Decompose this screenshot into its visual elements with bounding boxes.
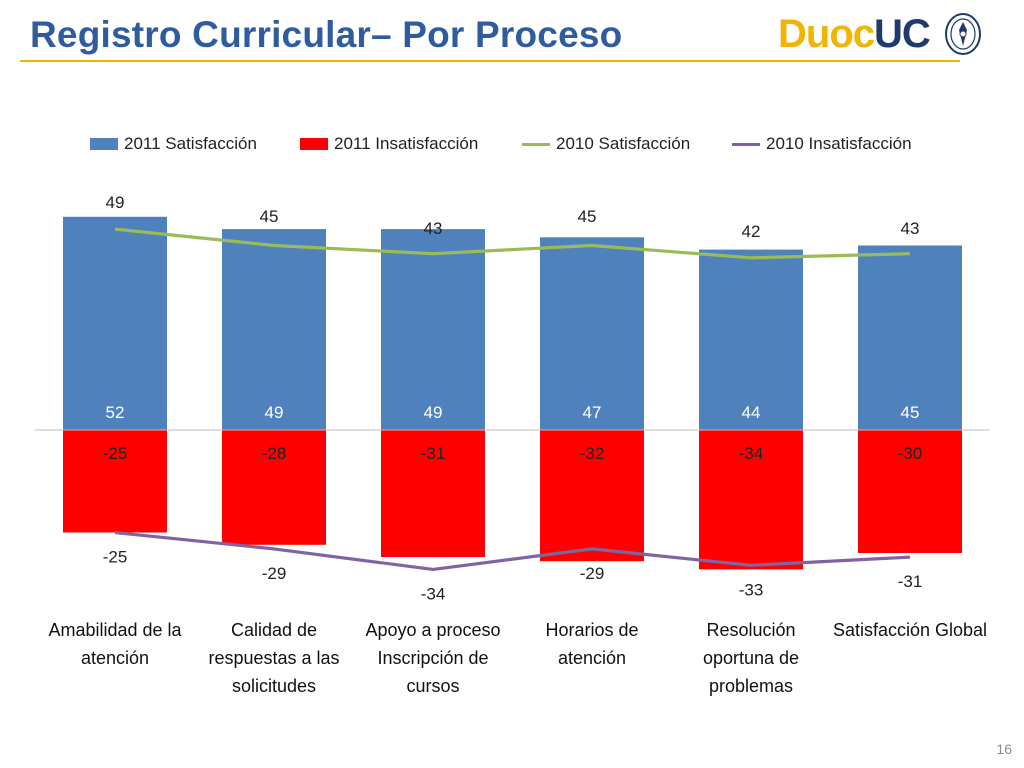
legend-item-insat-2010: 2010 Insatisfacción	[732, 133, 912, 155]
bar-dissatisfaction-2011-5	[858, 430, 962, 553]
data-label-insat-2010-1: -29	[262, 564, 287, 583]
data-label-sat-2011-4: 44	[742, 403, 761, 422]
university-seal-icon	[945, 13, 981, 55]
data-label-sat-2010-0: 49	[106, 193, 125, 212]
data-label-insat-2011-2: -31	[421, 444, 446, 463]
data-label-insat-2010-3: -29	[580, 564, 605, 583]
data-label-insat-2011-5: -30	[898, 444, 923, 463]
data-label-sat-2010-5: 43	[901, 219, 920, 238]
page-number: 16	[996, 741, 1012, 757]
bar-satisfaction-2011-2	[381, 229, 485, 430]
category-label-3: Horarios de atención	[545, 620, 639, 668]
legend-label-sat-2010: 2010 Satisfacción	[556, 134, 691, 153]
bar-dissatisfaction-2011-2	[381, 430, 485, 558]
data-label-sat-2011-1: 49	[265, 403, 284, 422]
legend-label-sat-2011: 2011 Satisfacción	[124, 134, 257, 153]
line-satisfaction-2010	[114, 227, 911, 260]
category-label-1: Calidad de respuestas a las solicitudes	[208, 620, 340, 696]
data-label-insat-2010-2: -34	[421, 584, 446, 603]
title-rule	[20, 60, 960, 62]
data-label-sat-2010-4: 42	[742, 222, 761, 241]
legend-swatch-insat-2010	[732, 142, 760, 146]
logo-uc-text: UC	[874, 12, 931, 56]
bar-dissatisfaction-2011-0	[63, 430, 167, 533]
duoc-uc-logo: DuocUC	[778, 10, 983, 58]
legend-label-insat-2010: 2010 Insatisfacción	[766, 134, 912, 153]
data-label-insat-2010-4: -33	[739, 580, 764, 599]
data-label-insat-2010-5: -31	[898, 572, 923, 591]
data-label-insat-2011-3: -32	[580, 444, 605, 463]
legend-swatch-sat-2010	[522, 142, 550, 146]
data-label-insat-2011-1: -28	[262, 444, 287, 463]
category-label-5: Satisfacción Global	[832, 620, 988, 640]
bar-dissatisfaction-2011-3	[540, 430, 644, 562]
data-label-sat-2010-2: 43	[424, 219, 443, 238]
bar-satisfaction-2011-5	[858, 245, 962, 430]
line-dissatisfaction-2010	[114, 530, 911, 572]
bar-satisfaction-2011-3	[540, 237, 644, 430]
category-label-2: Apoyo a proceso Inscripción de cursos	[365, 620, 501, 696]
bar-dissatisfaction-2011-1	[222, 430, 326, 545]
legend-item-insat-2011: 2011 Insatisfacción	[300, 133, 478, 155]
chart-legend: 2011 Satisfacción 2011 Insatisfacción 20…	[0, 133, 1024, 155]
legend-label-insat-2011: 2011 Insatisfacción	[334, 134, 479, 153]
data-label-sat-2011-5: 45	[901, 403, 920, 422]
data-label-sat-2010-3: 45	[578, 207, 597, 226]
legend-item-sat-2010: 2010 Satisfacción	[522, 133, 690, 155]
data-label-sat-2010-1: 45	[260, 207, 279, 226]
data-label-sat-2011-2: 49	[424, 403, 443, 422]
data-label-sat-2011-0: 52	[106, 403, 125, 422]
data-label-insat-2010-0: -25	[103, 548, 128, 567]
legend-swatch-sat-2011	[90, 138, 118, 150]
legend-swatch-insat-2011	[300, 138, 328, 150]
category-label-4: Resolución oportuna de problemas	[702, 620, 800, 696]
slide-title: Registro Curricular– Por Proceso	[30, 14, 623, 55]
legend-item-sat-2011: 2011 Satisfacción	[90, 133, 257, 155]
data-label-sat-2011-3: 47	[583, 403, 602, 422]
bar-satisfaction-2011-0	[63, 216, 167, 430]
data-label-insat-2011-4: -34	[739, 444, 764, 463]
logo-wordmark: DuocUC	[778, 10, 931, 58]
bar-dissatisfaction-2011-4	[699, 430, 803, 570]
logo-duoc-text: Duoc	[778, 12, 875, 56]
bar-satisfaction-2011-4	[699, 249, 803, 430]
data-label-insat-2011-0: -25	[103, 444, 128, 463]
bar-satisfaction-2011-1	[222, 229, 326, 430]
category-label-0: Amabilidad de la atención	[48, 620, 182, 668]
